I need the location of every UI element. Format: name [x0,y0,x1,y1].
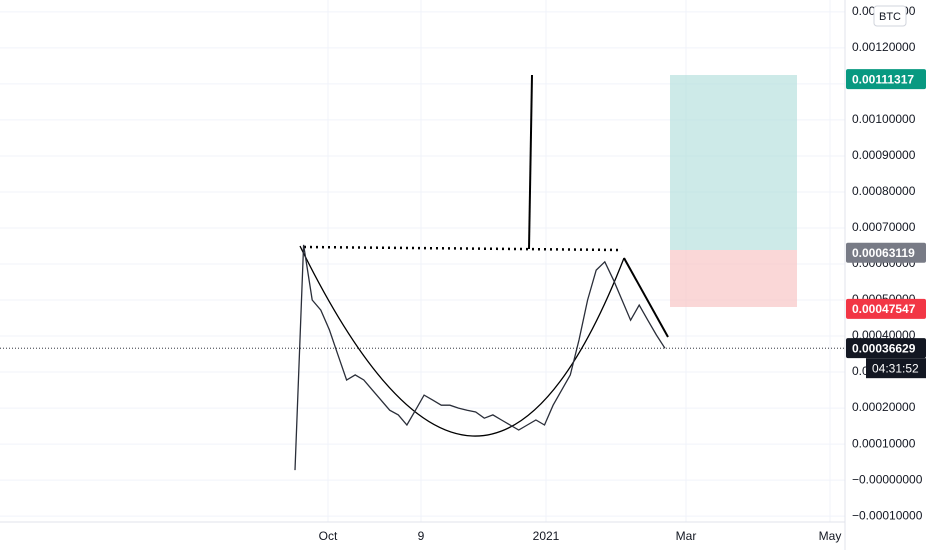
target-zone [670,75,797,250]
price-tag [846,69,926,90]
currency-badge [873,5,907,27]
price-tag-label: 0.00063119 [852,246,915,260]
cup-curve [299,245,625,437]
y-tick-label: −0.00010000 [852,508,923,522]
stop-zone [670,250,797,307]
x-tick-label: 9 [418,529,425,543]
price-tag-label: 0.00111317 [852,72,914,86]
x-tick-label: Oct [319,529,338,543]
price-line [294,244,666,471]
y-tick-label: 0.00020000 [852,400,916,414]
trend-line [623,257,669,338]
currency: BTC [879,11,901,23]
y-tick-label: 0.00090000 [852,148,916,162]
x-tick-label: Mar [676,529,697,543]
neckline [303,245,623,252]
y-tick-label: 0.00010000 [852,436,916,450]
y-tick-label: 0.00080000 [852,184,916,198]
price-tag [846,338,926,359]
countdown: 04:31:52 [872,361,919,375]
price-tag-label: 0.00047547 [852,302,916,316]
price-tag [846,242,926,263]
y-tick-label: 0.00100000 [852,112,916,126]
y-tick-label: −0.00000000 [852,472,923,486]
x-tick-label: 2021 [533,529,560,543]
x-tick-label: May [819,529,842,543]
measure-line [528,74,533,250]
y-tick-label: 0.00120000 [852,40,916,54]
price-tag [846,298,926,319]
countdown-tag [866,358,926,379]
price-tag-label: 0.00036629 [852,341,916,355]
y-tick-label: 0.00070000 [852,220,916,234]
